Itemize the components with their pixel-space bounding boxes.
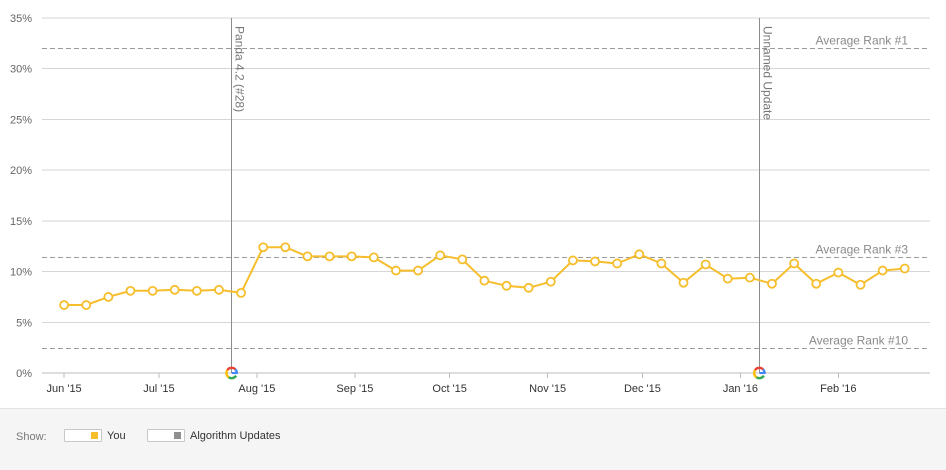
legend-label-algorithm-updates: Algorithm Updates	[190, 429, 281, 442]
data-point	[877, 265, 888, 276]
data-point	[280, 242, 291, 253]
data-point	[612, 258, 623, 269]
data-point	[147, 285, 158, 296]
toggle-switch-algorithm-updates[interactable]	[147, 429, 185, 442]
data-point	[722, 273, 733, 284]
data-point	[191, 285, 202, 296]
google-g-icon-segment	[752, 369, 758, 379]
reference-line-label: Average Rank #3	[815, 242, 908, 256]
data-point	[413, 265, 423, 276]
data-point	[479, 275, 490, 286]
data-point	[501, 280, 512, 291]
y-tick-label: 10%	[10, 267, 32, 279]
data-point	[435, 250, 446, 261]
data-point	[81, 300, 92, 310]
google-g-icon-segment	[754, 366, 764, 371]
data-point	[523, 282, 534, 293]
google-g-icon-segment	[226, 366, 237, 371]
google-g-icon-segment	[755, 374, 765, 380]
data-point	[811, 278, 822, 289]
y-tick-label: 15%	[10, 216, 32, 228]
y-tick-label: 20%	[10, 165, 32, 177]
google-g-icon-segment	[227, 374, 238, 380]
data-point	[59, 300, 70, 310]
data-point	[169, 284, 180, 295]
data-point	[634, 249, 645, 260]
reference-line-label: Average Rank #1	[815, 33, 908, 47]
google-g-icon	[225, 366, 239, 380]
google-g-icon	[752, 366, 766, 380]
data-point	[767, 278, 777, 289]
y-tick-label: 30%	[10, 64, 32, 76]
data-point	[568, 255, 578, 266]
legend-swatch-algorithm-updates	[174, 432, 181, 439]
data-point	[391, 265, 401, 276]
data-point	[346, 251, 357, 262]
data-point	[457, 254, 468, 265]
x-tick-label: Oct '15	[432, 383, 467, 395]
x-tick-label: Feb '16	[820, 383, 856, 395]
data-point	[899, 263, 910, 274]
event-label: Unnamed Update	[760, 26, 774, 120]
data-point	[214, 284, 224, 295]
data-point	[700, 259, 711, 270]
data-point	[590, 256, 600, 267]
y-tick-label: 25%	[10, 114, 32, 126]
data-point	[656, 258, 667, 269]
data-point	[125, 285, 136, 296]
data-point	[744, 272, 755, 283]
data-point	[324, 251, 335, 262]
data-point	[302, 251, 313, 262]
chart-area: 0% 5% 10% 15% 20% 25% 30% 35% Average Rank #1 Ave…	[10, 13, 930, 395]
line-chart: 0% 5% 10% 15% 20% 25% 30% 35% Average Rank #1 Ave…	[10, 13, 930, 395]
legend-toggle-you[interactable]: You	[64, 429, 126, 442]
data-point	[236, 287, 246, 298]
y-tick-label: 35%	[10, 13, 32, 25]
data-point	[258, 242, 269, 253]
data-point	[855, 279, 866, 290]
x-tick-label: Nov '15	[529, 383, 566, 395]
legend-label-you: You	[107, 429, 126, 442]
y-tick-label: 5%	[16, 317, 32, 329]
y-tick-label: 0%	[16, 368, 32, 380]
data-point	[678, 277, 689, 288]
toggle-switch-you[interactable]	[64, 429, 102, 442]
reference-line-label: Average Rank #10	[809, 334, 909, 348]
x-tick-label: Jul '15	[143, 383, 174, 395]
x-tick-label: Jan '16	[723, 383, 758, 395]
x-tick-label: Dec '15	[624, 383, 661, 395]
data-point	[833, 267, 844, 278]
x-tick-label: Aug '15	[238, 383, 275, 395]
event-label: Panda 4.2 (#28)	[233, 26, 247, 112]
x-tick-label: Jun '15	[47, 383, 82, 395]
data-point	[545, 276, 556, 287]
data-point	[368, 252, 379, 263]
legend-swatch-you	[91, 432, 98, 439]
legend-bar: Show: You Algorithm Updates	[0, 408, 946, 470]
data-point	[789, 258, 800, 269]
x-tick-label: Sep '15	[336, 383, 373, 395]
legend-show-label: Show:	[16, 431, 47, 443]
google-g-icon-segment	[225, 369, 230, 379]
data-point	[103, 292, 114, 302]
legend-toggle-algorithm-updates[interactable]: Algorithm Updates	[147, 429, 281, 442]
